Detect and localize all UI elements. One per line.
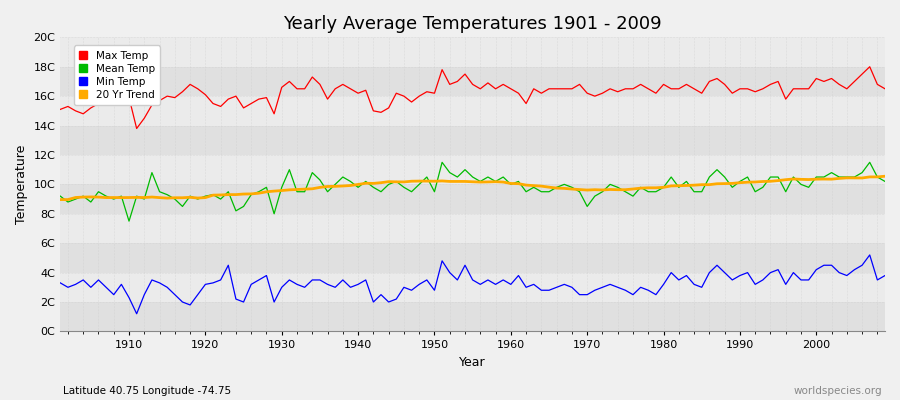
Title: Yearly Average Temperatures 1901 - 2009: Yearly Average Temperatures 1901 - 2009 — [284, 15, 662, 33]
Bar — [60, 126, 885, 155]
X-axis label: Year: Year — [459, 356, 486, 369]
Bar — [60, 273, 885, 302]
Bar — [60, 155, 885, 184]
Bar — [60, 302, 885, 332]
Bar — [60, 96, 885, 126]
Text: Latitude 40.75 Longitude -74.75: Latitude 40.75 Longitude -74.75 — [63, 386, 231, 396]
Y-axis label: Temperature: Temperature — [15, 145, 28, 224]
Bar — [60, 37, 885, 67]
Text: worldspecies.org: worldspecies.org — [794, 386, 882, 396]
Legend: Max Temp, Mean Temp, Min Temp, 20 Yr Trend: Max Temp, Mean Temp, Min Temp, 20 Yr Tre… — [74, 46, 160, 105]
Bar — [60, 243, 885, 273]
Bar — [60, 184, 885, 214]
Bar — [60, 67, 885, 96]
Bar — [60, 214, 885, 243]
